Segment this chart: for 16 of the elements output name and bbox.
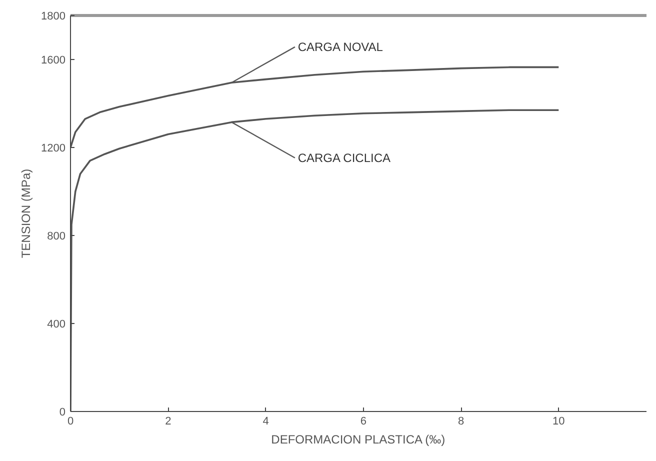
- y-tick-label: 1600: [41, 54, 66, 66]
- x-tick-label: 2: [165, 416, 172, 428]
- x-tick-label: 4: [262, 416, 269, 428]
- x-tick-label: 6: [360, 416, 366, 428]
- y-axis-title: TENSION (MPa): [19, 168, 34, 258]
- y-tick-label: 0: [59, 406, 66, 418]
- y-tick-label: 800: [47, 230, 66, 242]
- y-tick-label: 1800: [41, 10, 66, 22]
- y-tick-label: 1200: [41, 142, 66, 154]
- annotation: CARGA CICLICA: [298, 150, 391, 165]
- x-tick-label: 10: [552, 416, 565, 428]
- x-axis-title: DEFORMACION PLASTICA (‰): [271, 432, 446, 446]
- x-tick-label: 8: [458, 416, 464, 428]
- y-tick-label: 400: [47, 318, 66, 330]
- x-tick-label: 0: [67, 416, 74, 428]
- annotation: CARGA NOVAL: [298, 40, 384, 54]
